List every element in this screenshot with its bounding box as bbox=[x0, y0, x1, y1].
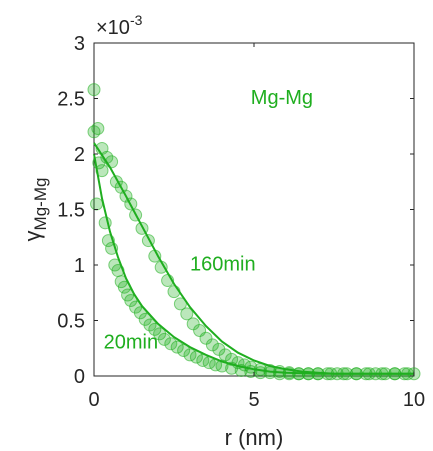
data-point bbox=[90, 197, 104, 211]
y-tick-label: 2 bbox=[74, 144, 85, 166]
y-tick-label: 2.5 bbox=[57, 89, 85, 111]
annotation-label: Mg-Mg bbox=[251, 87, 313, 109]
data-point bbox=[173, 297, 187, 311]
x-tick-label: 0 bbox=[88, 389, 99, 411]
data-point bbox=[133, 306, 147, 320]
data-point bbox=[157, 332, 171, 346]
y-tick-label: 0.5 bbox=[57, 311, 85, 333]
x-tick-label: 10 bbox=[403, 389, 425, 411]
data-point bbox=[124, 294, 138, 308]
data-point bbox=[180, 307, 194, 321]
y-axis: 0 0.5 1 1.5 2 2.5 3 bbox=[57, 33, 414, 388]
annotations: Mg-Mg 160min 20min bbox=[104, 87, 313, 353]
y-tick-label: 1.5 bbox=[57, 200, 85, 222]
y-axis-exponent-power: -3 bbox=[130, 12, 143, 28]
x-axis-title: r (nm) bbox=[225, 425, 284, 450]
data-point bbox=[205, 338, 219, 352]
data-point bbox=[170, 340, 184, 354]
data-point bbox=[91, 121, 105, 135]
y-tick-label: 1 bbox=[74, 255, 85, 277]
data-point bbox=[225, 352, 239, 366]
data-point bbox=[87, 83, 101, 97]
data-point bbox=[164, 337, 178, 351]
annotation-label: 160min bbox=[190, 254, 256, 276]
fit-line bbox=[93, 153, 414, 375]
y-tick-label: 3 bbox=[74, 33, 85, 55]
x-tick-label: 5 bbox=[248, 389, 259, 411]
y-axis-exponent-base: ×10 bbox=[96, 17, 130, 39]
x-axis: 0 5 10 bbox=[88, 43, 425, 411]
fit-lines bbox=[93, 142, 414, 375]
data-point bbox=[177, 343, 191, 357]
data-point bbox=[143, 318, 157, 332]
y-axis-title: γMg-Mg bbox=[20, 178, 50, 242]
y-tick-label: 0 bbox=[74, 366, 85, 388]
data-point bbox=[148, 322, 162, 336]
annotation-label: 20min bbox=[104, 331, 158, 353]
y-axis-exponent: ×10-3 bbox=[96, 12, 143, 39]
plot-area bbox=[87, 42, 421, 381]
y-axis-subscript: Mg-Mg bbox=[31, 178, 50, 231]
y-axis-symbol: γ bbox=[20, 230, 45, 241]
data-markers bbox=[87, 83, 421, 381]
